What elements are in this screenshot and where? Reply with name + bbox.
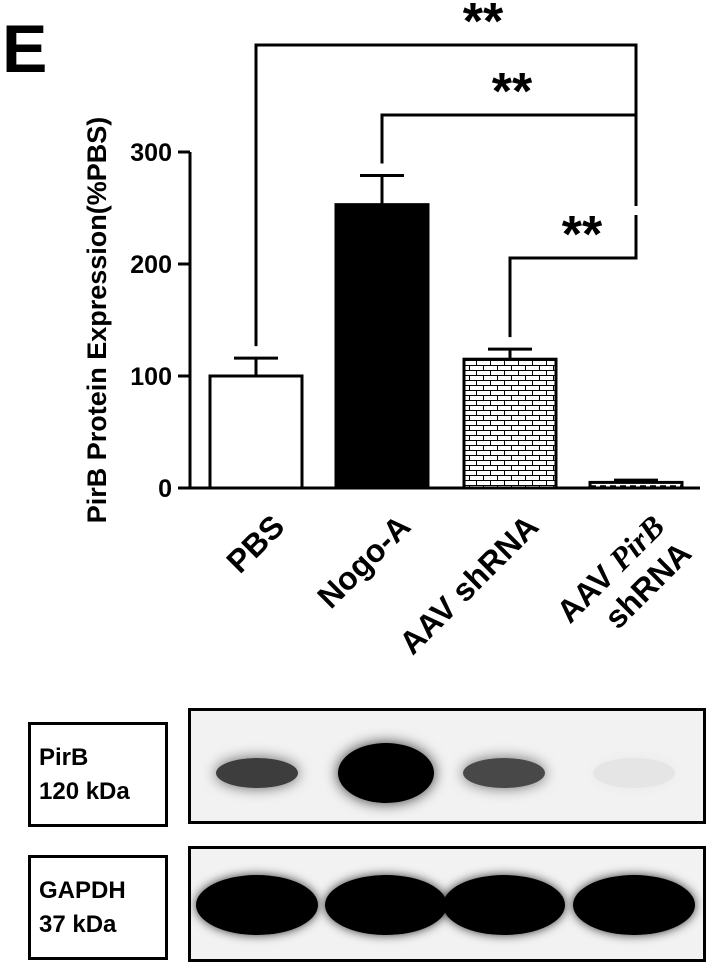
blot-protein-size: 37 kDa bbox=[39, 910, 117, 938]
x-tick-label: AAV shRNA bbox=[392, 508, 545, 661]
bar bbox=[208, 374, 304, 490]
significance-label: ** bbox=[492, 63, 533, 121]
significance-bracket: ** bbox=[254, 0, 638, 347]
y-tick-label: 300 bbox=[130, 139, 172, 167]
x-tick-label: Nogo-A bbox=[310, 508, 417, 615]
svg-text:Nogo-A: Nogo-A bbox=[310, 508, 417, 615]
bar-chart: E PirB Protein Expression(%PBS) 0 100 200 3… bbox=[2, 0, 700, 661]
blot-protein-name: GAPDH bbox=[39, 876, 126, 904]
error-bar bbox=[360, 174, 404, 205]
x-tick-label: PBS bbox=[219, 508, 291, 580]
blot-label-pirb: PirB 120 kDa bbox=[28, 722, 168, 827]
bars bbox=[208, 203, 684, 490]
y-tick-label: 0 bbox=[158, 475, 172, 503]
error-bars bbox=[234, 174, 658, 483]
y-axis-label: PirB Protein Expression(%PBS) bbox=[82, 117, 112, 524]
svg-text:AAV shRNA: AAV shRNA bbox=[392, 508, 545, 661]
error-bar bbox=[614, 478, 658, 483]
bar bbox=[588, 480, 684, 490]
blot-band bbox=[573, 875, 695, 935]
blot-protein-size: 120 kDa bbox=[39, 777, 130, 805]
blot-band bbox=[325, 875, 447, 935]
significance-bracket: ** bbox=[508, 206, 638, 338]
svg-text:PBS: PBS bbox=[219, 508, 291, 580]
error-bar bbox=[234, 356, 278, 376]
significance-brackets: ** ** ** bbox=[254, 0, 638, 347]
bar bbox=[462, 357, 558, 490]
significance-label: ** bbox=[562, 206, 603, 264]
blot-band bbox=[196, 875, 318, 935]
blot-band bbox=[216, 758, 298, 788]
blot-band bbox=[443, 875, 565, 935]
blot-band bbox=[593, 758, 675, 788]
y-tick-label: 100 bbox=[130, 363, 172, 391]
bar bbox=[334, 203, 430, 490]
blot-label-gapdh: GAPDH 37 kDa bbox=[28, 855, 168, 960]
blot-image-pirb bbox=[188, 708, 706, 824]
blot-image-gapdh bbox=[188, 846, 706, 962]
y-tick-label: 200 bbox=[130, 251, 172, 279]
significance-label: ** bbox=[463, 0, 504, 51]
error-bar bbox=[488, 347, 532, 360]
panel-label: E bbox=[2, 11, 47, 87]
blot-protein-name: PirB bbox=[39, 743, 89, 771]
blot-band bbox=[338, 743, 434, 803]
significance-bracket: ** bbox=[380, 63, 638, 206]
blot-band bbox=[463, 758, 545, 788]
